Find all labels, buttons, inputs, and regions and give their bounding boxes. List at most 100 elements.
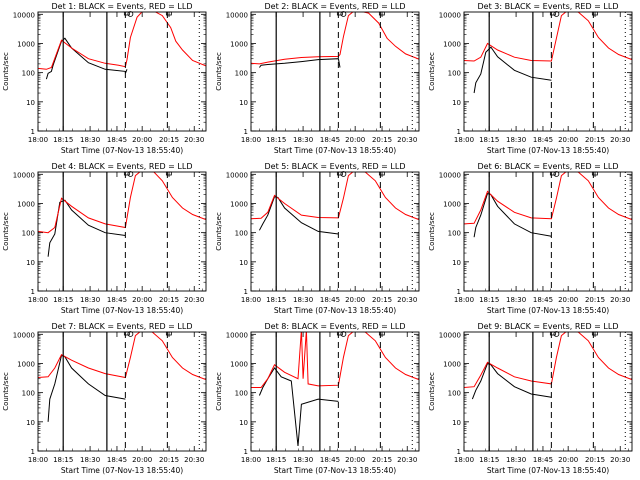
x-tick-label: 18:30 <box>80 136 100 144</box>
y-tick-label: 1000 <box>230 40 248 48</box>
y-tick-label: 100 <box>448 390 461 398</box>
x-tick-label: 20:00 <box>345 456 365 464</box>
x-tick-label: 18:45 <box>107 136 127 144</box>
y-tick-label: 1 <box>31 288 35 296</box>
x-tick-label: 20:00 <box>558 296 578 304</box>
x-tick-label: 20:00 <box>132 456 152 464</box>
x-tick-label: 18:30 <box>506 136 526 144</box>
events-series-line <box>46 38 127 79</box>
x-tick-label: 18:15 <box>479 456 499 464</box>
x-tick-label: 20:30 <box>184 136 204 144</box>
x-tick-label: 18:30 <box>80 296 100 304</box>
y-tick-label: 1000 <box>17 200 35 208</box>
x-tick-label: 20:30 <box>397 456 417 464</box>
chart-title: Det 3: BLACK = Events, RED = LLD <box>478 2 619 11</box>
x-tick-label: 18:00 <box>241 296 261 304</box>
y-tick-label: 10 <box>452 99 461 107</box>
x-tick-label: 20:00 <box>132 136 152 144</box>
y-tick-label: 10 <box>26 419 35 427</box>
x-tick-label: 20:30 <box>184 456 204 464</box>
x-tick-label: 18:00 <box>241 456 261 464</box>
x-tick-label: 18:30 <box>293 136 313 144</box>
x-axis-label: Start Time (07-Nov-13 18:55:40) <box>61 306 183 315</box>
chart-panel-4: Det 4: BLACK = Events, RED = LLDCounts/s… <box>2 162 206 315</box>
x-axis-label: Start Time (07-Nov-13 18:55:40) <box>487 146 609 155</box>
y-tick-label: 1 <box>244 448 248 456</box>
chart-title: Det 9: BLACK = Events, RED = LLD <box>478 322 619 331</box>
y-tick-label: 1 <box>31 448 35 456</box>
x-tick-label: 18:15 <box>53 296 73 304</box>
y-tick-label: 10000 <box>439 331 461 339</box>
x-tick-label: 18:45 <box>320 456 340 464</box>
y-tick-label: 1 <box>457 128 461 136</box>
y-tick-label: 1000 <box>443 40 461 48</box>
y-tick-label: 1000 <box>17 360 35 368</box>
x-tick-label: 18:00 <box>28 456 48 464</box>
y-tick-label: 100 <box>448 70 461 78</box>
y-tick-label: 100 <box>22 70 35 78</box>
x-tick-label: 20:00 <box>345 136 365 144</box>
chart-panel-1: Det 1: BLACK = Events, RED = LLDCounts/s… <box>2 2 206 155</box>
x-tick-label: 18:45 <box>533 456 553 464</box>
x-tick-label: 20:15 <box>159 136 179 144</box>
x-tick-label: 18:30 <box>506 456 526 464</box>
x-tick-label: 20:15 <box>585 456 605 464</box>
y-tick-label: 10000 <box>226 171 248 179</box>
x-tick-label: 18:30 <box>80 456 100 464</box>
x-tick-label: 18:00 <box>454 456 474 464</box>
x-tick-label: 20:30 <box>184 296 204 304</box>
y-tick-label: 100 <box>448 230 461 238</box>
y-tick-label: 10000 <box>13 331 35 339</box>
y-tick-label: 1 <box>31 128 35 136</box>
y-tick-label: 10 <box>26 99 35 107</box>
x-axis-label: Start Time (07-Nov-13 18:55:40) <box>487 466 609 475</box>
chart-title: Det 6: BLACK = Events, RED = LLD <box>478 162 619 171</box>
y-tick-label: 1 <box>457 288 461 296</box>
x-tick-label: 18:45 <box>320 296 340 304</box>
x-tick-label: 18:45 <box>533 296 553 304</box>
x-tick-label: 18:15 <box>53 136 73 144</box>
y-axis-label: Counts/sec <box>215 52 223 91</box>
x-tick-label: 18:45 <box>533 136 553 144</box>
x-axis-label: Start Time (07-Nov-13 18:55:40) <box>487 306 609 315</box>
y-tick-label: 100 <box>235 70 248 78</box>
y-axis-label: Counts/sec <box>428 372 436 411</box>
x-tick-label: 20:00 <box>558 456 578 464</box>
y-tick-label: 1 <box>457 448 461 456</box>
x-tick-label: 18:30 <box>506 296 526 304</box>
x-axis-label: Start Time (07-Nov-13 18:55:40) <box>274 146 396 155</box>
chart-panel-3: Det 3: BLACK = Events, RED = LLD Counts/s… <box>428 2 632 155</box>
y-tick-label: 100 <box>235 230 248 238</box>
x-tick-label: 20:30 <box>610 456 630 464</box>
y-tick-label: 1000 <box>17 40 35 48</box>
chart-title: Det 1: BLACK = Events, RED = LLD <box>52 2 193 11</box>
x-axis-label: Start Time (07-Nov-13 18:55:40) <box>61 466 183 475</box>
x-tick-label: 18:15 <box>479 136 499 144</box>
events-series-line <box>48 200 125 257</box>
x-tick-label: 18:00 <box>28 296 48 304</box>
x-tick-label: 20:30 <box>397 296 417 304</box>
y-tick-label: 100 <box>22 390 35 398</box>
x-tick-label: 20:15 <box>372 296 392 304</box>
x-tick-label: 20:15 <box>159 296 179 304</box>
y-tick-label: 10 <box>239 259 248 267</box>
x-tick-label: 18:00 <box>454 296 474 304</box>
x-tick-label: 18:45 <box>320 136 340 144</box>
y-tick-label: 1000 <box>230 200 248 208</box>
x-axis-label: Start Time (07-Nov-13 18:55:40) <box>274 306 396 315</box>
x-tick-label: 20:15 <box>585 296 605 304</box>
x-tick-label: 20:00 <box>132 296 152 304</box>
y-axis-label: Counts/sec <box>428 52 436 91</box>
chart-panel-5: Det 5: BLACK = Events, RED = LLDCounts/s… <box>215 162 419 315</box>
events-series-line <box>259 59 340 68</box>
x-tick-label: 20:15 <box>372 136 392 144</box>
chart-panel-7: Det 7: BLACK = Events, RED = LLD Counts/s… <box>2 322 206 475</box>
y-tick-label: 1000 <box>443 200 461 208</box>
x-tick-label: 18:15 <box>53 456 73 464</box>
x-tick-label: 20:15 <box>372 456 392 464</box>
x-tick-label: 20:15 <box>159 456 179 464</box>
x-tick-label: 18:00 <box>454 136 474 144</box>
chart-title: Det 8: BLACK = Events, RED = LLD <box>265 322 406 331</box>
y-axis-label: Counts/sec <box>2 372 10 411</box>
chart-title: Det 7: BLACK = Events, RED = LLD <box>52 322 193 331</box>
